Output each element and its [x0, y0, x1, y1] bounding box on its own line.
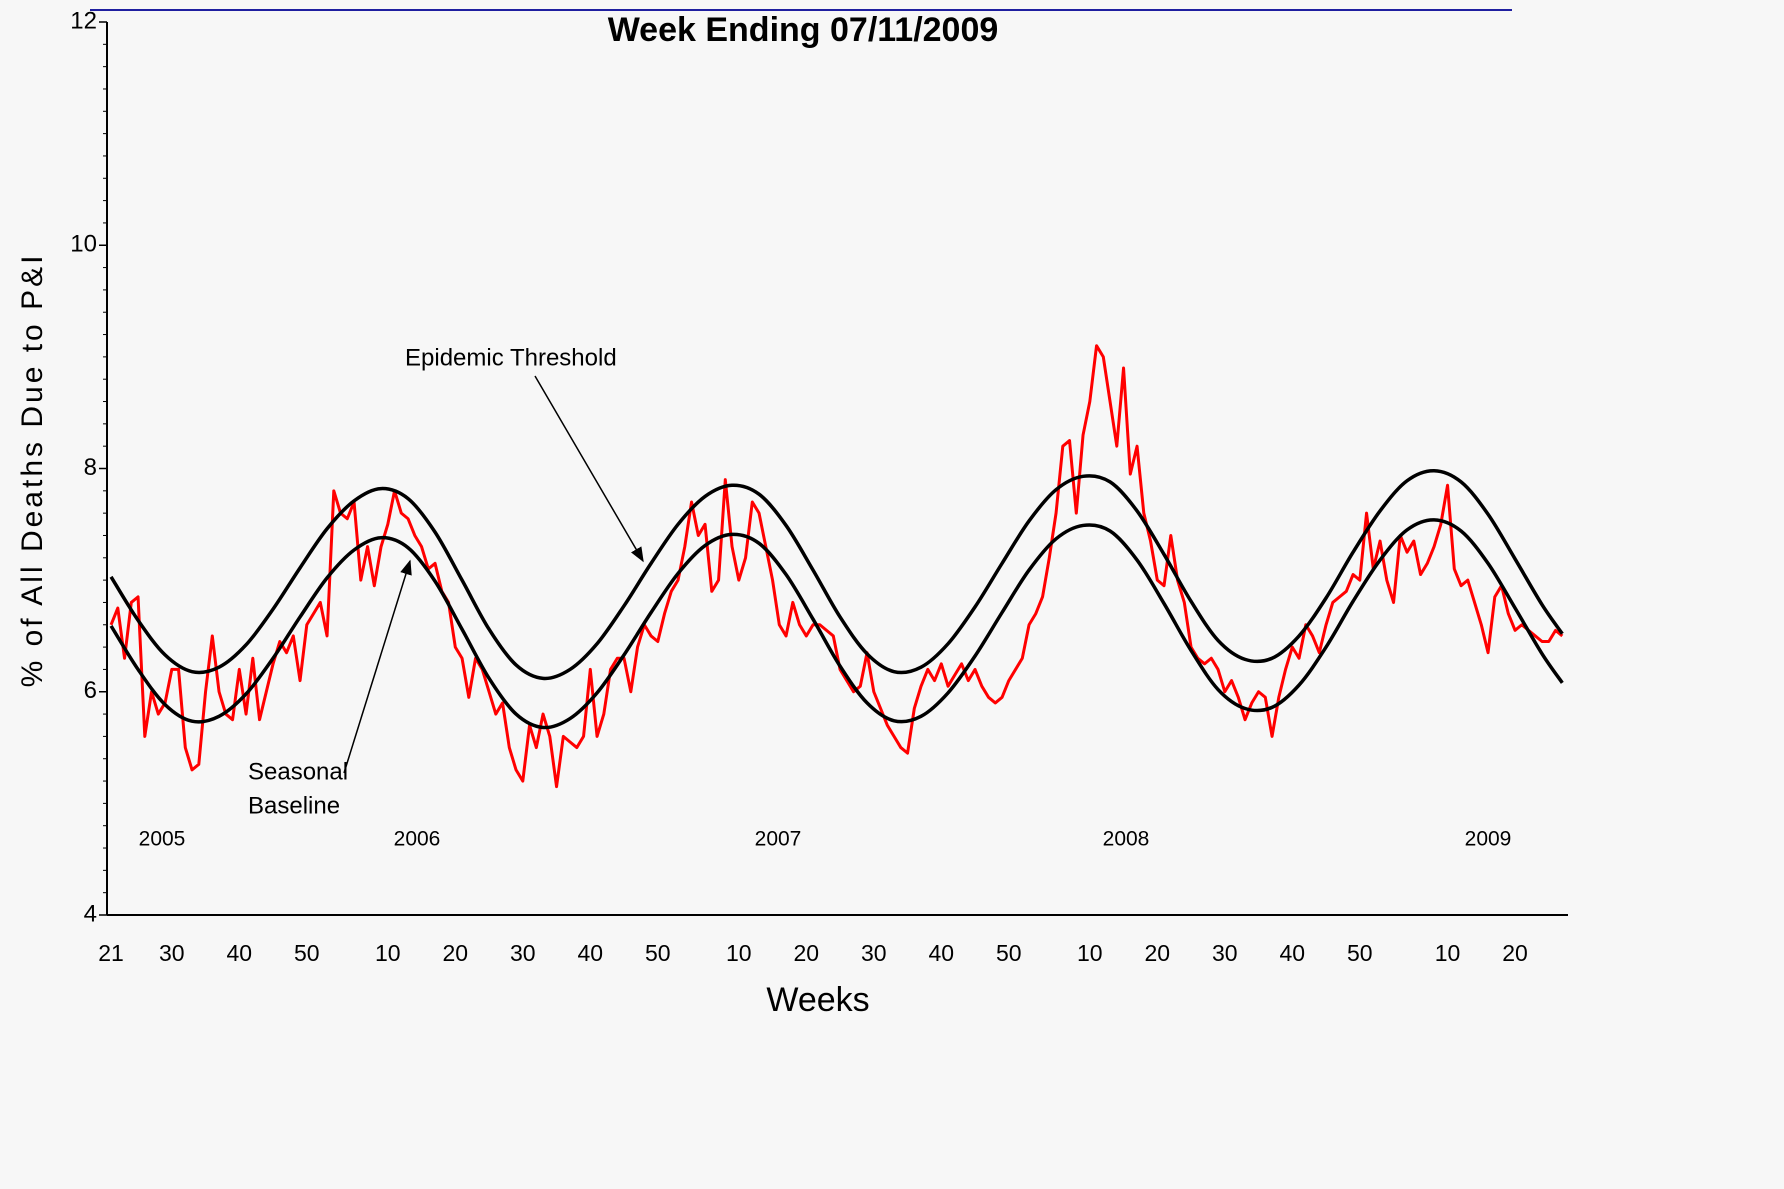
y-tick-label: 12 [70, 7, 97, 34]
x-tick-label: 10 [1077, 940, 1103, 966]
year-label: 2007 [755, 828, 802, 851]
annotation: Baseline [248, 792, 340, 819]
y-tick-label: 4 [84, 900, 97, 927]
y-tick-label: 10 [70, 231, 97, 258]
year-label: 2005 [139, 828, 186, 851]
x-tick-label: 10 [1435, 940, 1461, 966]
y-axis-label: % of All Deaths Due to P&I [16, 253, 49, 688]
x-tick-label: 40 [578, 940, 604, 966]
year-label: 2009 [1465, 828, 1512, 851]
annotation-arrow [343, 559, 412, 774]
x-tick-label: 40 [227, 940, 253, 966]
x-tick-label: 30 [510, 940, 536, 966]
x-tick-label: 30 [861, 940, 887, 966]
x-tick-label: 30 [159, 940, 185, 966]
x-axis-label: Weeks [766, 981, 869, 1019]
year-label: 2006 [394, 828, 441, 851]
x-tick-label: 10 [726, 940, 752, 966]
annotation: Epidemic Threshold [405, 344, 617, 371]
annotation: Seasonal [248, 758, 348, 785]
data-line [109, 344, 1564, 789]
x-tick-label: 40 [929, 940, 955, 966]
year-label: 2008 [1103, 828, 1150, 851]
x-tick-label: 20 [794, 940, 820, 966]
y-tick-label: 6 [84, 677, 97, 704]
x-tick-label: 21 [98, 940, 124, 966]
x-tick-label: 50 [645, 940, 671, 966]
y-tick-label: 8 [84, 454, 97, 481]
x-tick-label: 20 [1145, 940, 1171, 966]
x-tick-label: 50 [294, 940, 320, 966]
x-tick-label: 10 [375, 940, 401, 966]
chart-title: Week Ending 07/11/2009 [608, 11, 999, 49]
x-tick-label: 30 [1212, 940, 1238, 966]
x-tick-label: 50 [996, 940, 1022, 966]
x-tick-label: 50 [1347, 940, 1373, 966]
x-tick-label: 40 [1280, 940, 1306, 966]
data-line [109, 468, 1564, 681]
annotation-arrow [534, 375, 644, 563]
x-tick-label: 20 [443, 940, 469, 966]
x-tick-label: 20 [1502, 940, 1528, 966]
data-line [109, 518, 1564, 730]
